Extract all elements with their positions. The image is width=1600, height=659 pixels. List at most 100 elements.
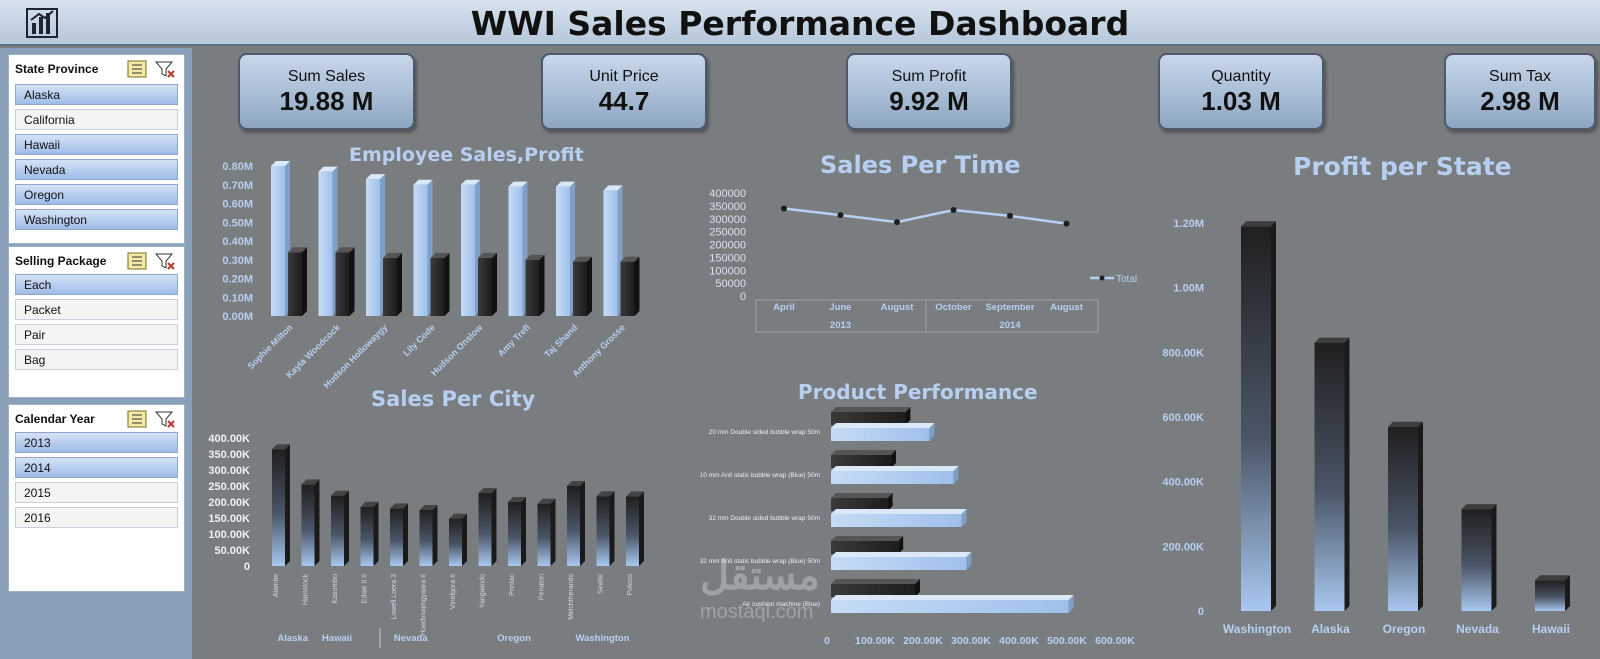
- x-tick-label: 300.00K: [951, 635, 991, 647]
- city-bar-side: [432, 505, 438, 566]
- sales-bar-top: [271, 161, 290, 166]
- slicer-item-2013[interactable]: 2013: [15, 432, 178, 453]
- state-bar-front: [1461, 509, 1492, 611]
- y-tick-label: 20 mm Double sided bubble wrap 50m: [709, 429, 820, 436]
- slicer-item-each[interactable]: Each: [15, 274, 178, 295]
- slicer-item-california[interactable]: California: [15, 109, 178, 130]
- city-bar: [360, 501, 379, 566]
- dashboard-header: WWI Sales Performance Dashboard: [0, 0, 1600, 46]
- multi-select-icon[interactable]: [127, 252, 147, 270]
- chart-title-city: Sales Per City: [371, 387, 536, 411]
- clear-filter-icon[interactable]: [154, 253, 175, 270]
- product-bar-dark-side: [898, 536, 904, 554]
- product-bar-dark-front: [831, 584, 915, 597]
- x-tick-label: August: [1050, 302, 1084, 313]
- city-bar-side: [373, 501, 379, 566]
- city-bar-side: [462, 513, 467, 566]
- slicer-calendar-year: Calendar Year 2013 2014 2015 2016: [8, 404, 185, 592]
- slicer-item-hawaii[interactable]: Hawaii: [15, 134, 178, 155]
- legend-label-total: Total: [1116, 274, 1137, 285]
- kpi-value: 2.98 M: [1480, 86, 1560, 116]
- state-bar-front: [1388, 426, 1418, 611]
- slicer-state-province: State Province Alaska California Hawaii …: [8, 54, 185, 244]
- city-bar-top: [626, 491, 644, 497]
- x-tick-label: 100.00K: [855, 635, 895, 647]
- slicer-item-2015[interactable]: 2015: [15, 482, 178, 503]
- city-bar-side: [639, 491, 644, 566]
- slicer-item-washington[interactable]: Washington: [15, 209, 178, 230]
- multi-select-icon[interactable]: [127, 60, 147, 78]
- city-bar: [301, 479, 320, 566]
- slicer-item-packet[interactable]: Packet: [15, 299, 178, 320]
- clear-filter-icon[interactable]: [154, 61, 175, 78]
- state-bar-side: [1344, 337, 1350, 611]
- slicer-item-pair[interactable]: Pair: [15, 324, 178, 345]
- filter-sidebar: State Province Alaska California Hawaii …: [0, 48, 192, 659]
- slicer-item-2016[interactable]: 2016: [15, 507, 178, 528]
- sales-bar-front: [556, 186, 570, 316]
- profit-bar-top: [335, 247, 355, 253]
- x-tick-label: Washington: [1223, 622, 1291, 636]
- city-bar: [478, 488, 497, 566]
- slicer-item-nevada[interactable]: Nevada: [15, 159, 178, 180]
- sales-bar: [556, 181, 575, 316]
- city-bar: [508, 497, 526, 566]
- product-bar-dark-top: [831, 407, 911, 412]
- x-tick-label: September: [985, 302, 1034, 313]
- product-bar-dark: [831, 536, 904, 554]
- state-bar-top: [1461, 504, 1497, 510]
- sales-bar-front: [318, 171, 333, 316]
- x-tick-label: Yangwindo: [480, 574, 487, 608]
- sales-bar: [366, 174, 385, 316]
- city-bar-front: [537, 503, 551, 566]
- state-bar-front: [1241, 226, 1271, 611]
- profit-bar-side: [587, 256, 592, 316]
- y-tick-label: 300000: [709, 214, 746, 226]
- city-bar: [449, 513, 467, 566]
- watermark: مستقل mostaql.com: [700, 553, 880, 633]
- product-bar-light: [831, 595, 1074, 613]
- city-bar-side: [521, 497, 526, 566]
- product-bar-dark-front: [831, 541, 899, 554]
- kpi-value: 9.92 M: [889, 86, 969, 116]
- sales-bar: [461, 179, 480, 316]
- x-tick-label: Oregon: [1383, 622, 1426, 636]
- city-bar-front: [626, 496, 639, 566]
- profit-bar-front: [525, 259, 540, 316]
- city-bar-front: [567, 486, 580, 566]
- product-bar-light-side: [961, 509, 967, 527]
- x-tick-label: Lily Code: [401, 322, 437, 358]
- profit-bar-front: [335, 252, 350, 316]
- profit-bar-top: [525, 254, 545, 260]
- x-tick-label: 200.00K: [903, 635, 943, 647]
- product-bar-light-front: [831, 600, 1069, 613]
- city-bar-front: [301, 484, 315, 566]
- multi-select-icon[interactable]: [127, 410, 147, 428]
- profit-bar-top: [620, 256, 640, 262]
- kpi-label: Sum Profit: [891, 68, 967, 85]
- sales-bar: [318, 166, 338, 316]
- product-bar-light: [831, 466, 959, 484]
- slicer-item-oregon[interactable]: Oregon: [15, 184, 178, 205]
- slicer-item-alaska[interactable]: Alaska: [15, 84, 178, 105]
- slicer-item-bag[interactable]: Bag: [15, 349, 178, 370]
- sales-bar: [508, 181, 528, 316]
- y-tick-label: 0.30M: [222, 255, 253, 267]
- city-bar-front: [360, 506, 374, 566]
- slicer-item-2014[interactable]: 2014: [15, 457, 178, 478]
- product-bar-light: [831, 552, 972, 570]
- product-bar-dark-top: [831, 450, 896, 455]
- sales-bar: [271, 161, 290, 316]
- product-bar-light: [831, 509, 967, 527]
- city-bar: [272, 444, 290, 566]
- profit-bar-top: [288, 247, 307, 253]
- sales-bar-front: [508, 186, 523, 316]
- city-bar-side: [403, 503, 408, 566]
- x-tick-label: Edwe II II: [362, 574, 369, 603]
- x-tick-label: Amy Trefl: [496, 322, 532, 358]
- profit-bar: [620, 256, 640, 316]
- profit-bar-side: [444, 252, 450, 316]
- clear-filter-icon[interactable]: [154, 411, 175, 428]
- y-tick-label: 1.00M: [1173, 283, 1204, 295]
- city-bar-top: [596, 491, 615, 497]
